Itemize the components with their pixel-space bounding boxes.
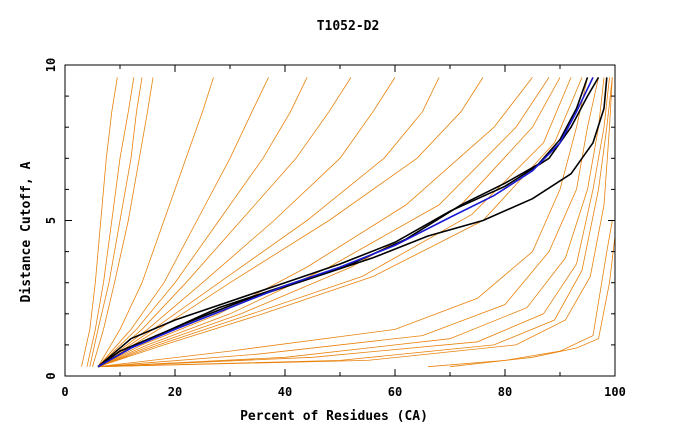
x-axis: 0 20 40 60 80 100 [61, 65, 626, 399]
series-line-model-steep-1 [81, 77, 118, 367]
series-line-highlight-black-3 [97, 77, 608, 368]
x-tick-label: 60 [388, 385, 402, 399]
series-line-model-steep-3 [89, 77, 143, 367]
series-line-model-fan-5 [97, 77, 396, 368]
x-axis-label: Percent of Residues (CA) [240, 409, 428, 424]
series-line-model-steep-2 [86, 77, 135, 367]
plot-area [81, 76, 616, 368]
series-line-model-fan-1 [97, 77, 214, 367]
y-tick-label: 5 [44, 217, 58, 224]
series-line-highlight-black-2 [97, 77, 589, 368]
series-line-model-mid-5 [97, 77, 583, 368]
series-line-model-bottom-2 [449, 235, 616, 368]
x-tick-label: 20 [168, 385, 182, 399]
series-line-model-mid-3 [97, 77, 561, 368]
series-line-model-fan-7 [97, 77, 484, 368]
series-line-model-low-5 [97, 77, 613, 368]
series-line-model-low-3 [97, 77, 605, 368]
x-tick-label: 0 [61, 385, 68, 399]
series-line-model-low-2 [97, 77, 599, 368]
chart-title: T1052-D2 [317, 19, 380, 34]
series-line-highlight-blue [97, 77, 594, 368]
series-line-model-low-6 [97, 77, 613, 368]
series-line-model-mid-4 [97, 77, 572, 368]
series-line-model-fan-2 [97, 77, 269, 367]
series-line-model-fan-3 [97, 77, 308, 367]
series-line-model-fan-4 [97, 77, 352, 368]
series-line-model-bottom-1 [427, 220, 613, 368]
series-line-model-low-1 [97, 77, 588, 368]
series-line-highlight-black-1 [97, 76, 600, 368]
y-tick-label: 0 [44, 372, 58, 379]
series-line-model-mid-1 [97, 77, 533, 368]
x-tick-label: 100 [604, 385, 626, 399]
y-axis-label: Distance Cutoff, A [19, 161, 34, 302]
series-line-model-fan-6 [97, 77, 440, 368]
series-line-model-steep-4 [92, 77, 154, 367]
x-tick-label: 40 [278, 385, 292, 399]
series-line-model-low-4 [97, 77, 610, 368]
x-tick-label: 80 [498, 385, 512, 399]
y-axis: 0 5 10 [44, 58, 615, 380]
y-tick-label: 10 [44, 58, 58, 72]
